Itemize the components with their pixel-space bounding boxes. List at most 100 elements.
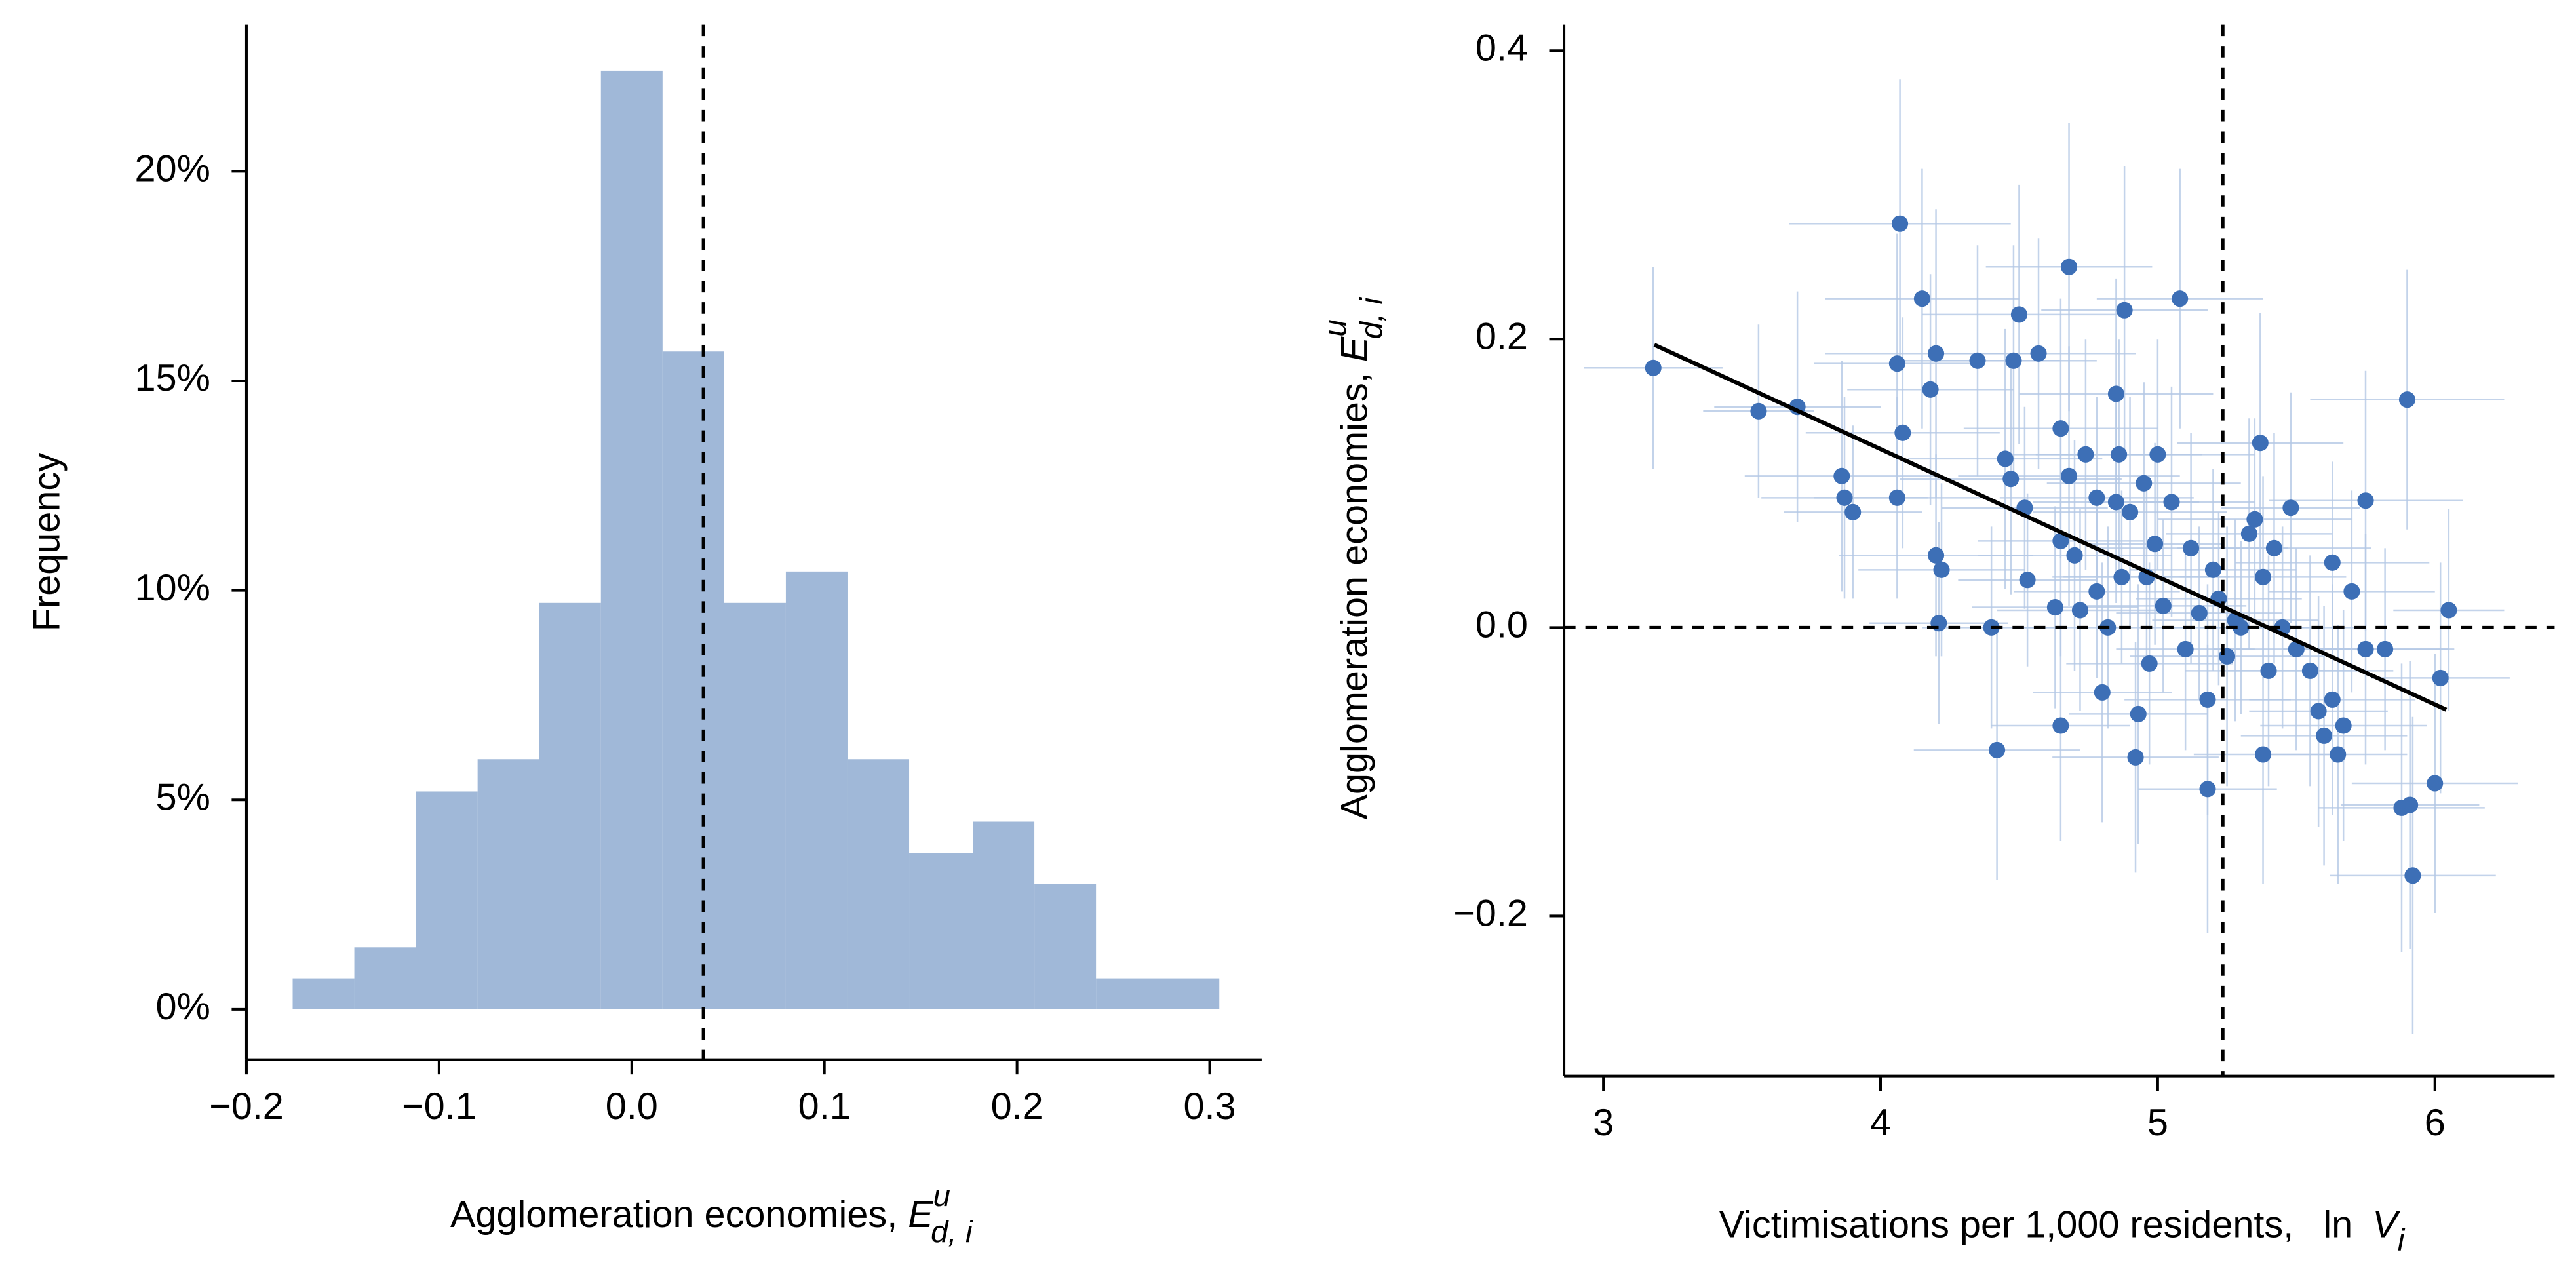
y-label-text: Agglomeration economies,	[1333, 362, 1375, 819]
point	[2432, 669, 2449, 686]
point	[2191, 604, 2208, 621]
point	[2324, 691, 2341, 708]
y-axis-label: Agglomeration economies, Eu d, i	[1318, 296, 1389, 819]
point	[2061, 258, 2078, 275]
x-tick-label: 0.3	[1183, 1085, 1236, 1127]
point	[2260, 662, 2277, 679]
x-tick-label: 0.0	[606, 1085, 658, 1127]
point	[2136, 475, 2153, 492]
point	[2440, 602, 2457, 619]
point	[2324, 554, 2341, 571]
y-tick-label: 0.4	[1475, 27, 1528, 69]
point	[2116, 302, 2133, 319]
y-tick-label: 20%	[134, 148, 210, 190]
point	[2122, 503, 2139, 520]
x-tick-label: 4	[1870, 1102, 1891, 1144]
point	[1928, 547, 1945, 564]
point	[1928, 345, 1945, 362]
point	[2357, 492, 2374, 509]
point	[1997, 450, 2014, 467]
point	[2052, 717, 2069, 734]
point	[2113, 568, 2130, 585]
point	[2282, 499, 2299, 517]
x-label-symbol: V	[2372, 1203, 2400, 1245]
point	[2130, 705, 2147, 722]
y-tick-label: 10%	[134, 567, 210, 609]
point	[2204, 561, 2221, 578]
y-tick-label: 0%	[156, 986, 210, 1028]
point	[1888, 489, 1905, 506]
point	[1933, 561, 1950, 578]
point	[2402, 796, 2419, 813]
point	[2357, 640, 2374, 657]
bar	[354, 947, 416, 1009]
point	[2427, 775, 2444, 792]
x-label-sub: i	[2398, 1222, 2406, 1257]
bar	[724, 602, 786, 1009]
x-tick-label: −0.2	[209, 1085, 284, 1127]
point	[2183, 539, 2200, 556]
point	[2233, 619, 2250, 636]
bar	[785, 571, 848, 1009]
x-label-text: Agglomeration economies,	[450, 1194, 908, 1236]
bar	[847, 759, 910, 1009]
y-label-sub: d, i	[1354, 296, 1389, 339]
point	[2147, 536, 2164, 553]
point	[2377, 640, 2394, 657]
bar	[539, 602, 601, 1009]
point	[2265, 539, 2283, 556]
point	[2155, 597, 2172, 614]
x-axis-label: Victimisations per 1,000 residents, ln Vi	[1719, 1203, 2406, 1257]
point	[2301, 662, 2318, 679]
x-tick-label: 3	[1593, 1102, 1614, 1144]
x-tick-label: −0.1	[402, 1085, 477, 1127]
point	[2141, 655, 2158, 672]
bar	[416, 791, 478, 1009]
bar	[1158, 978, 1220, 1009]
point	[2071, 602, 2088, 619]
point	[2111, 446, 2128, 463]
point	[2149, 446, 2166, 463]
point	[2288, 640, 2305, 657]
point	[2404, 867, 2421, 884]
point	[2077, 446, 2094, 463]
bar	[909, 853, 973, 1009]
point	[1888, 355, 1905, 372]
point	[2335, 717, 2352, 734]
point	[1844, 503, 1862, 520]
point	[2255, 568, 2272, 585]
point	[2199, 691, 2216, 708]
x-label-ln: ln	[2323, 1203, 2352, 1245]
bar	[662, 351, 724, 1009]
x-label-text: Victimisations per 1,000 residents,	[1719, 1203, 2294, 1245]
y-axis-label: Frequency	[26, 453, 68, 631]
point	[2246, 511, 2263, 528]
point	[1989, 741, 2006, 758]
point	[1922, 381, 1939, 398]
point	[1750, 402, 1767, 420]
y-tick-label: 0.2	[1475, 315, 1528, 357]
y-label-symbol: E	[1333, 336, 1375, 362]
point	[2066, 547, 2083, 564]
y-tick-label: 5%	[156, 776, 210, 818]
point	[2316, 727, 2333, 744]
x-axis-label: Agglomeration economies, Eu d, i	[450, 1179, 973, 1249]
point	[1969, 352, 1986, 369]
x-label-sup: u	[933, 1179, 950, 1213]
point	[2094, 684, 2111, 701]
x-tick-label: 5	[2147, 1102, 2168, 1144]
point	[2107, 385, 2124, 402]
point	[2255, 746, 2272, 763]
bar	[973, 821, 1035, 1009]
bar	[600, 70, 663, 1009]
point	[2052, 420, 2069, 437]
x-label-sub: d, i	[931, 1215, 973, 1249]
point	[2002, 471, 2020, 488]
point	[1892, 215, 1909, 232]
point	[2172, 290, 2189, 307]
point	[2061, 467, 2078, 484]
point	[2088, 583, 2105, 600]
x-tick-label: 6	[2425, 1102, 2446, 1144]
point	[1894, 424, 1911, 441]
